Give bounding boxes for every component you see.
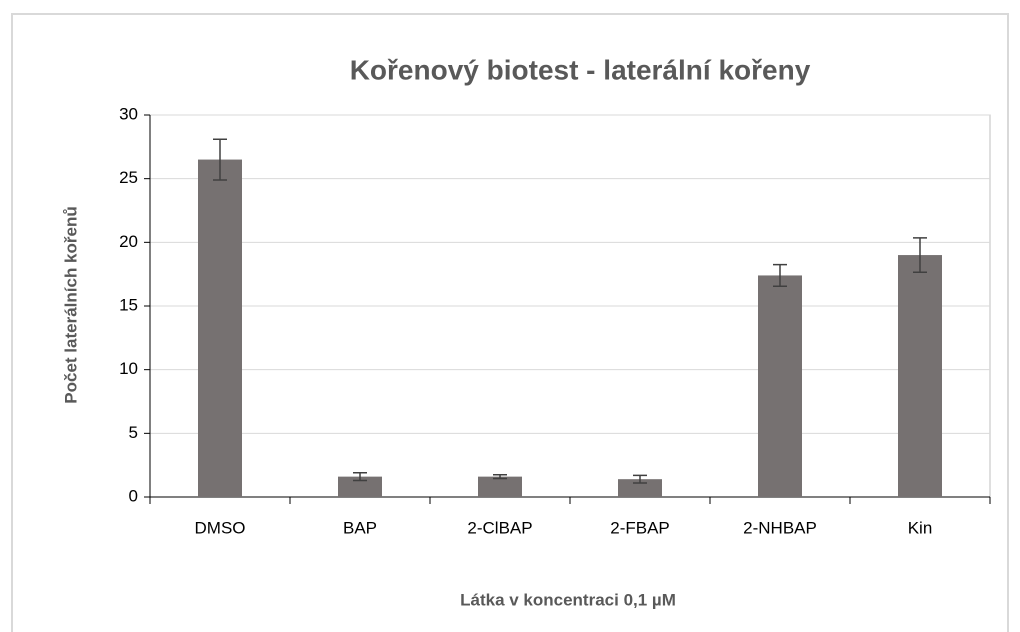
bar [758,275,802,497]
x-tick-label: DMSO [195,518,246,537]
error-bar [493,473,507,480]
x-axis-title: Látka v koncentraci 0,1 µM [460,590,676,609]
y-tick-label: 25 [119,168,138,187]
x-tick-label: 2-NHBAP [743,518,817,537]
error-bar [633,474,647,484]
x-tick-label: Kin [908,518,933,537]
bar [618,479,662,497]
y-tick-label: 0 [129,486,138,505]
y-tick-label: 30 [119,104,138,123]
y-tick-label: 20 [119,232,138,251]
x-tick-label: 2-ClBAP [467,518,532,537]
error-bar [773,263,787,288]
error-bar [353,472,367,482]
chart-frame [11,13,1009,632]
bar [338,476,382,497]
bar [478,476,522,497]
chart-title: Kořenový biotest - laterální kořeny [350,54,811,85]
x-tick-label: 2-FBAP [610,518,670,537]
y-tick-label: 10 [119,359,138,378]
error-bar [213,138,227,181]
y-tick-label: 5 [129,423,138,442]
bar [898,255,942,497]
error-bar [913,237,927,274]
bar [198,159,242,498]
y-axis-title: Počet laterálních kořenů [61,206,80,403]
y-tick-label: 15 [119,295,138,314]
x-tick-label: BAP [343,518,377,537]
